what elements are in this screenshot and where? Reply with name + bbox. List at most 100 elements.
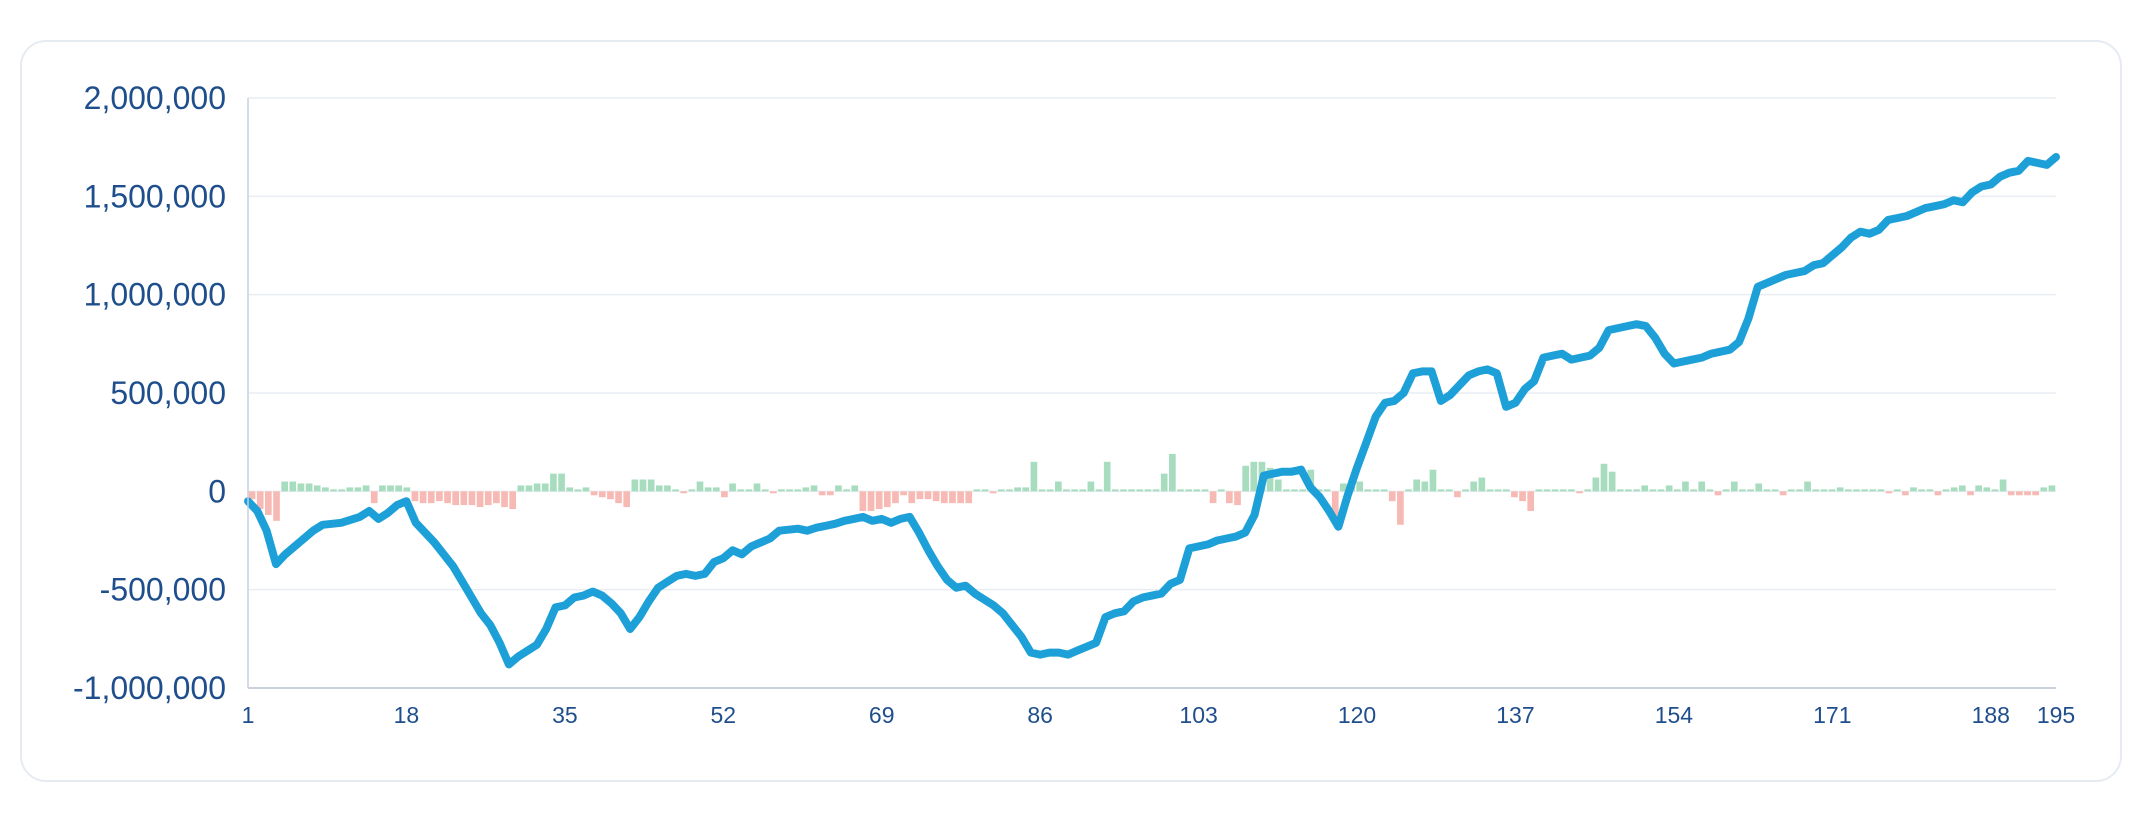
bar	[338, 489, 345, 492]
bar	[2024, 491, 2031, 496]
bar	[322, 487, 329, 492]
bar	[1747, 489, 1754, 492]
y-tick-label: -500,000	[100, 572, 226, 608]
axes: 2,000,000 1,500,000 1,000,000 500,000 0 -500,…	[73, 80, 2075, 728]
bar	[1551, 489, 1559, 492]
bar	[1299, 489, 1307, 492]
bar	[1592, 477, 1600, 492]
bar	[1616, 489, 1624, 492]
bar	[1234, 491, 1241, 506]
bar	[1470, 481, 1478, 492]
bar	[1266, 467, 1274, 492]
bar	[1771, 489, 1779, 492]
bar	[981, 489, 989, 492]
bar	[835, 485, 842, 492]
bar	[1844, 489, 1852, 492]
bar	[1690, 489, 1697, 492]
series-line	[244, 153, 2060, 669]
bar	[647, 479, 655, 492]
bar	[1576, 491, 1583, 494]
bar	[696, 481, 704, 492]
bar	[248, 491, 256, 500]
bar	[541, 483, 549, 492]
bar	[517, 485, 525, 492]
bar	[1584, 489, 1592, 492]
bar	[1413, 479, 1421, 492]
bar	[965, 491, 973, 504]
bar	[2032, 491, 2039, 496]
bar	[1136, 489, 1144, 492]
bar	[1046, 489, 1054, 492]
bar	[973, 489, 981, 492]
bar	[1853, 489, 1860, 492]
bar	[1885, 491, 1893, 494]
bar	[997, 489, 1005, 492]
bar	[900, 491, 907, 496]
bar	[476, 491, 484, 508]
x-tick-label: 188	[1972, 702, 2010, 728]
bar	[672, 489, 679, 492]
bar	[574, 489, 582, 492]
bar	[1209, 491, 1217, 504]
bar	[1095, 489, 1103, 492]
bar	[778, 489, 785, 492]
bar	[1445, 489, 1453, 492]
bar	[1486, 489, 1494, 492]
bar	[940, 491, 948, 504]
bar	[1999, 479, 2007, 492]
line-series	[244, 153, 2060, 669]
bar	[1356, 481, 1364, 492]
bar	[1673, 489, 1681, 492]
bar	[1926, 489, 1934, 492]
bar	[1991, 489, 1999, 492]
bar	[1828, 489, 1836, 492]
x-tick-label: 171	[1813, 702, 1851, 728]
bar	[525, 485, 533, 492]
bar	[346, 487, 354, 492]
bar	[370, 491, 378, 504]
bar	[957, 491, 964, 504]
bar	[1796, 489, 1803, 492]
bar	[1160, 473, 1168, 492]
bar	[419, 491, 427, 504]
bar	[761, 489, 769, 492]
bar	[949, 491, 956, 504]
bar	[468, 491, 476, 506]
bar	[256, 491, 264, 510]
bar	[1633, 489, 1640, 492]
bar	[1519, 491, 1526, 502]
bar	[297, 483, 305, 492]
bar	[1861, 489, 1868, 492]
bar	[1665, 485, 1673, 492]
bar	[1722, 489, 1730, 492]
bar	[1429, 469, 1437, 492]
bar	[1217, 489, 1225, 492]
x-tick-label: 35	[552, 702, 578, 728]
bar	[590, 491, 598, 496]
y-tick-label: -1,000,000	[73, 670, 226, 706]
bar	[655, 485, 663, 492]
x-tick-label: 1	[242, 702, 255, 728]
y-tick-label: 1,500,000	[84, 178, 226, 214]
bar	[354, 487, 362, 492]
chart-card	[20, 40, 2122, 782]
bar	[1682, 481, 1689, 492]
bar	[265, 491, 272, 515]
bar	[436, 491, 443, 502]
bar	[1502, 489, 1510, 492]
bar	[2007, 491, 2015, 496]
bar	[818, 491, 826, 496]
y-tick-label: 500,000	[110, 375, 226, 411]
bar	[753, 483, 761, 492]
bar	[892, 491, 899, 504]
bar	[688, 489, 696, 492]
bar	[615, 491, 622, 504]
bar	[1038, 489, 1046, 492]
bar	[1120, 489, 1127, 492]
bar	[1641, 485, 1649, 492]
bar	[1714, 491, 1722, 496]
bar	[550, 473, 557, 492]
bar	[1128, 489, 1135, 492]
bar	[826, 491, 834, 496]
x-tick-label: 69	[869, 702, 895, 728]
